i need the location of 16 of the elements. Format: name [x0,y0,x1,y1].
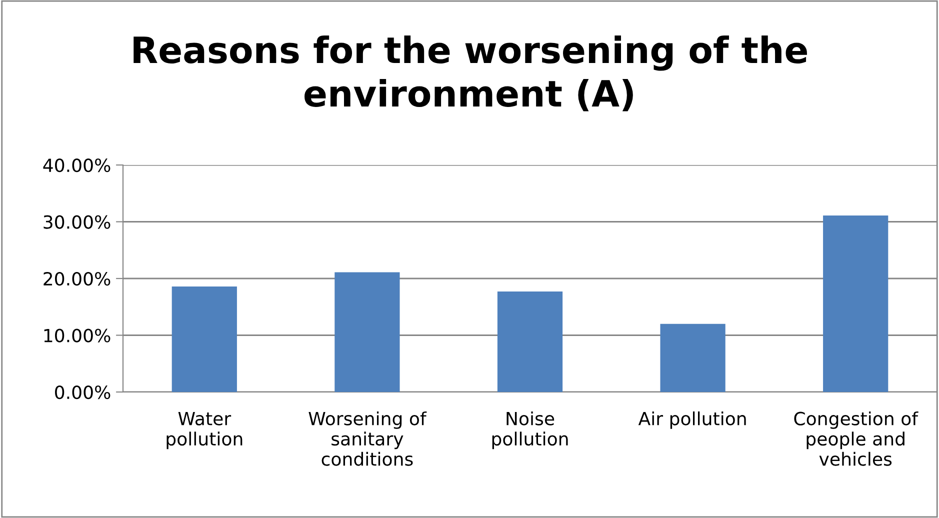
y-tick-label: 0.00% [55,385,110,400]
bar [172,286,237,392]
x-tick-label: Noise pollution [492,411,568,450]
bar [660,324,726,392]
bar [497,292,563,392]
x-tick-label: Congestion of people and vehicles [794,411,918,466]
y-tick-label: 30.00% [44,215,110,229]
y-tick-label: 20.00% [44,272,110,286]
x-tick-label: Air pollution [638,411,746,429]
x-tick-label: Water pollution [166,412,242,450]
bar [823,216,888,392]
bar [334,272,400,392]
x-tick-label: Worsening of sanitary conditions [308,411,427,466]
y-tick-label: 10.00% [44,328,110,342]
y-tick-label: 40.00% [43,158,110,172]
chart-title: Reasons for the worsening of the environment (A) [134,36,807,112]
